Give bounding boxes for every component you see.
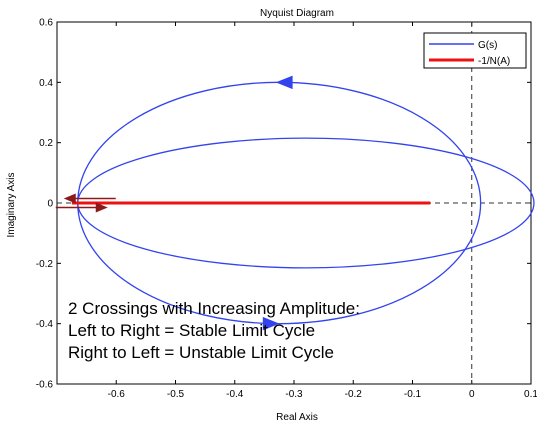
annotation-line-1: 2 Crossings with Increasing Amplitude: bbox=[68, 299, 360, 318]
chart-title: Nyquist Diagram bbox=[260, 8, 334, 19]
crossing-annotation: 2 Crossings with Increasing Amplitude: L… bbox=[68, 299, 360, 362]
y-tick-label: 0.6 bbox=[39, 18, 53, 29]
legend-box bbox=[423, 32, 527, 69]
x-tick-label: -0.3 bbox=[285, 389, 303, 400]
x-tick-label: 0 bbox=[469, 389, 475, 400]
x-axis-title: Real Axis bbox=[276, 412, 318, 423]
x-tick-label: -0.2 bbox=[345, 389, 363, 400]
x-tick-label: -0.1 bbox=[404, 389, 422, 400]
y-tick-label: -0.4 bbox=[36, 319, 54, 330]
y-tick-label: 0.4 bbox=[39, 78, 53, 89]
y-tick-label: -0.6 bbox=[36, 380, 54, 391]
y-tick-label: 0.2 bbox=[39, 138, 53, 149]
annotation-line-3: Right to Left = Unstable Limit Cycle bbox=[68, 343, 334, 362]
plot-area: -0.6 -0.5 -0.4 -0.3 -0.2 -0.1 0 0.1 -0.6 -0.4 -0.2… bbox=[36, 18, 537, 401]
y-tick-label: 0 bbox=[47, 199, 53, 210]
legend-label-g-s: G(s) bbox=[478, 40, 497, 51]
crossing-arrow-head-2 bbox=[95, 202, 108, 213]
annotation-line-2: Left to Right = Stable Limit Cycle bbox=[68, 321, 315, 340]
x-tick-label: -0.4 bbox=[226, 389, 244, 400]
y-tick-label: -0.2 bbox=[36, 259, 54, 270]
x-tick-label: -0.5 bbox=[167, 389, 185, 400]
x-tick-label: -0.6 bbox=[108, 389, 126, 400]
g-s-direction-arrow-1 bbox=[275, 75, 293, 90]
crossing-arrow-head-1 bbox=[63, 193, 76, 204]
legend-label-minus-1-over-n: -1/N(A) bbox=[478, 56, 510, 67]
y-axis-title: Imaginary Axis bbox=[6, 172, 17, 237]
legend: G(s) -1/N(A) bbox=[423, 32, 527, 69]
g-s-direction-arrow-2 bbox=[262, 316, 280, 331]
x-tick-label: 0.1 bbox=[524, 389, 537, 400]
